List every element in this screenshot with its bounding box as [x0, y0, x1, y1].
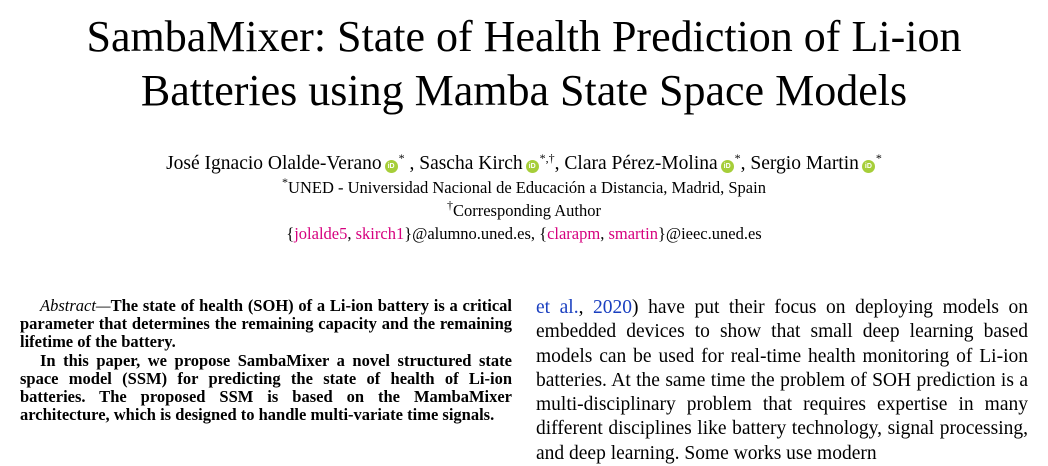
abstract-label: Abstract — [40, 296, 96, 315]
email-link[interactable]: smartin — [608, 224, 658, 243]
body-text: ) have put their focus on deploying mode… — [536, 297, 1029, 464]
author-list: José Ignacio Olalde-Verano iD* , Sascha K… — [0, 151, 1048, 177]
corresponding-mark: † — [446, 198, 453, 212]
author-name: Sascha Kirch — [419, 153, 523, 174]
title-line-2: Batteries using Mamba State Space Models — [140, 66, 908, 115]
email-link[interactable]: skirch1 — [355, 224, 405, 243]
author-marks: * — [875, 151, 882, 165]
orcid-icon[interactable]: iD — [525, 160, 539, 173]
citation-year-link[interactable]: 2020 — [593, 297, 633, 318]
abstract-paragraph: Abstract—The state of health (SOH) of a … — [20, 296, 512, 352]
affiliation-mark: * — [282, 175, 289, 189]
author-separator: , — [740, 153, 751, 174]
body-paragraph: et al., 2020) have put their focus on de… — [536, 296, 1028, 466]
orcid-icon[interactable]: iD — [384, 160, 398, 173]
affiliation: *UNED - Universidad Nacional de Educació… — [0, 175, 1048, 199]
abstract-paragraph: In this paper, we propose SambaMixer a n… — [20, 350, 512, 425]
citation-link[interactable]: et al. — [536, 297, 579, 318]
orcid-icon[interactable]: iD — [861, 160, 875, 173]
author-separator: , — [404, 153, 420, 174]
abstract-text: The state of health (SOH) of a Li-ion ba… — [20, 296, 512, 352]
author-marks: *,† — [539, 151, 555, 165]
abstract-dash: — — [95, 296, 111, 315]
author-name: Clara Pérez-Molina — [564, 153, 718, 174]
email-link[interactable]: jolalde5 — [294, 224, 348, 243]
brace: } — [404, 224, 413, 243]
brace: } — [657, 224, 666, 243]
email-link[interactable]: clarapm — [547, 224, 601, 243]
affiliation-text: UNED - Universidad Nacional de Educación… — [288, 178, 766, 197]
paper-title: SambaMixer: State of Health Prediction o… — [0, 10, 1048, 118]
title-line-1: SambaMixer: State of Health Prediction o… — [86, 12, 962, 61]
email-line: {jolalde5, skirch1}@alumno.uned.es, {cla… — [0, 223, 1048, 245]
author-name: Sergio Martin — [750, 153, 859, 174]
author-name: José Ignacio Olalde-Verano — [166, 153, 382, 174]
corresponding-author-note: †Corresponding Author — [0, 198, 1048, 222]
abstract: Abstract—The state of health (SOH) of a … — [20, 296, 512, 425]
corresponding-text: Corresponding Author — [452, 201, 602, 220]
author-marks: * — [398, 151, 405, 165]
author-marks: * — [734, 151, 741, 165]
email-domain: @ieec.uned.es — [665, 224, 762, 243]
body-column: et al., 2020) have put their focus on de… — [536, 296, 1028, 466]
email-separator: , — [600, 224, 609, 243]
author-separator: , — [554, 153, 565, 174]
brace: { — [539, 224, 548, 243]
citation-separator: , — [578, 297, 594, 318]
email-domain: @alumno.uned.es, — [412, 224, 540, 243]
orcid-icon[interactable]: iD — [720, 160, 734, 173]
brace: { — [286, 224, 295, 243]
email-separator: , — [347, 224, 356, 243]
